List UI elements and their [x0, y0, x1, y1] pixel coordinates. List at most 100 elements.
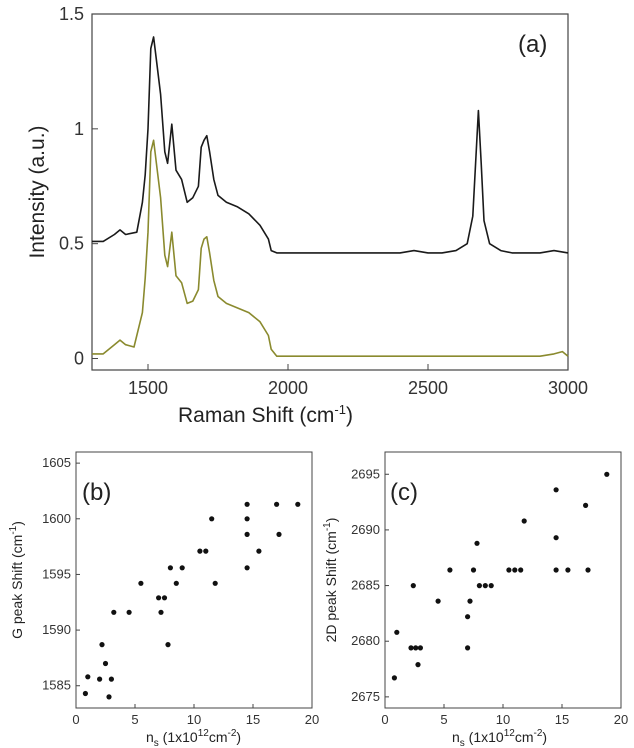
panel-b-data-point [156, 595, 162, 601]
panel-c-data-point [521, 518, 527, 524]
panel-a-frame [91, 13, 569, 371]
panel-c-data-point [391, 675, 397, 681]
panel-b-y-axis-label: G peak Shift (cm-1) [8, 521, 25, 639]
panel-b-data-point [209, 516, 215, 522]
panel-b-y-ticks: 1585 1590 1595 1600 1605 [42, 455, 80, 693]
panel-c-x-tick-label: 20 [614, 712, 628, 727]
panel-c-x-tick-label: 5 [440, 712, 447, 727]
panel-b-y-tick-label: 1595 [42, 566, 71, 581]
panel-c-points-group [391, 471, 610, 681]
panel-c-x-ticks: 0 5 10 15 20 [381, 704, 628, 727]
panel-b-label: (b) [82, 479, 111, 506]
panel-b-data-point [106, 694, 112, 700]
panel-c-data-point [553, 535, 559, 541]
panel-b-data-point [276, 531, 282, 538]
panel-b-data-point [126, 609, 132, 615]
panel-b-data-point [165, 642, 171, 648]
panel-b-data-point [161, 595, 168, 601]
panel-c-label: (c) [390, 479, 418, 506]
panel-a-upper-spectrum-line [92, 36, 569, 254]
panel-c-data-point [413, 645, 419, 651]
panel-b-x-tick-label: 20 [305, 712, 319, 727]
panel-a-y-tick-label: 0 [74, 349, 84, 369]
panel-a-x-tick-label: 3000 [548, 378, 588, 398]
panel-c-y-tick-label: 2675 [351, 689, 380, 704]
panel-b-x-axis-label: ns (1x1012cm-2) [146, 728, 241, 748]
panel-a-y-axis-label: Intensity (a.u.) [26, 125, 49, 258]
panel-c-x-tick-label: 15 [555, 712, 569, 727]
panel-c-data-point [394, 629, 400, 635]
panel-c-data-point [585, 567, 591, 573]
panel-b-data-point [244, 565, 250, 571]
panel-b-data-point [158, 609, 164, 615]
panel-a-x-tick-label: 2500 [408, 378, 448, 398]
panel-c-data-point [408, 645, 414, 651]
panel-b-x-tick-label: 15 [246, 712, 260, 727]
panel-c-data-point [518, 567, 524, 573]
panel-b-x-tick-label: 10 [187, 712, 201, 727]
panel-b-frame [75, 451, 313, 709]
panel-a-chart: 1500 2000 2500 3000 0 0.5 1 1.5 (a) Raman Shif… [26, 4, 588, 427]
panel-c-x-tick-label: 0 [381, 712, 388, 727]
panel-c-frame [384, 451, 622, 709]
panel-c-data-point [583, 502, 589, 508]
panel-c-data-point [476, 583, 482, 589]
panel-c-data-point [488, 583, 494, 589]
panel-c-data-point [447, 567, 453, 573]
panel-c-y-tick-label: 2690 [351, 522, 380, 537]
panel-a-x-ticks: 1500 2000 2500 3000 [128, 364, 588, 398]
panel-c-data-point [474, 540, 480, 546]
panel-b-y-tick-label: 1585 [42, 678, 71, 693]
panel-b-data-point [108, 676, 114, 682]
panel-c-data-point [482, 583, 488, 589]
panel-a-x-tick-label: 1500 [128, 378, 168, 398]
panel-b-chart: 0 5 10 15 20 1585 1590 1595 1600 1605 (b) ns (1x… [8, 451, 319, 748]
panel-b-x-tick-label: 5 [131, 712, 138, 727]
panel-c-data-point [565, 567, 571, 573]
panel-b-data-point [203, 548, 209, 554]
panel-b-x-tick-label: 0 [72, 712, 79, 727]
panel-b-points-group [82, 501, 301, 700]
panel-c-data-point [465, 645, 471, 651]
panel-c-y-axis-label: 2D peak Shift (cm-1) [322, 518, 339, 643]
panel-a-y-tick-label: 0.5 [59, 234, 84, 254]
panel-c-data-point [417, 645, 423, 651]
panel-b-data-point [212, 580, 218, 586]
panel-b-data-point [102, 660, 109, 667]
panel-a-label: (a) [518, 31, 547, 58]
panel-a-x-tick-label: 2000 [268, 378, 308, 398]
panel-c-y-tick-label: 2695 [351, 466, 380, 481]
panel-c-data-point [604, 471, 610, 477]
panel-b-x-ticks: 0 5 10 15 20 [72, 704, 319, 727]
panel-a-y-tick-label: 1 [74, 119, 84, 139]
panel-c-data-point [467, 598, 473, 604]
panel-a-x-axis-label: Raman Shift (cm-1) [178, 402, 353, 427]
panel-c-data-point [435, 598, 441, 604]
panel-b-data-point [97, 676, 103, 682]
panel-c-y-tick-label: 2685 [351, 578, 380, 593]
panel-b-data-point [244, 516, 250, 522]
panel-b-data-point [295, 501, 301, 507]
panel-c-x-tick-label: 10 [496, 712, 510, 727]
panel-b-data-point [82, 690, 88, 697]
panel-b-data-point [244, 531, 250, 538]
panel-c-data-point [553, 567, 559, 573]
panel-c-data-point [415, 662, 421, 668]
panel-c-data-point [512, 567, 518, 573]
panel-b-data-point [256, 548, 262, 554]
panel-b-data-point [167, 565, 173, 571]
panel-b-data-point [85, 674, 91, 680]
panel-b-data-point [138, 580, 144, 586]
panel-c-data-point [553, 487, 559, 493]
panel-b-data-point [197, 548, 203, 554]
panel-b-y-tick-label: 1590 [42, 622, 71, 637]
panel-c-data-point [465, 614, 471, 620]
panel-b-data-point [274, 501, 280, 507]
panel-a-y-ticks: 0 0.5 1 1.5 [59, 4, 98, 369]
panel-c-y-tick-label: 2680 [351, 633, 380, 648]
panel-b-data-point [173, 580, 179, 586]
panel-c-x-axis-label: ns (1x1012cm-2) [452, 728, 547, 748]
panel-b-y-tick-label: 1605 [42, 455, 71, 470]
panel-b-data-point [244, 501, 250, 507]
